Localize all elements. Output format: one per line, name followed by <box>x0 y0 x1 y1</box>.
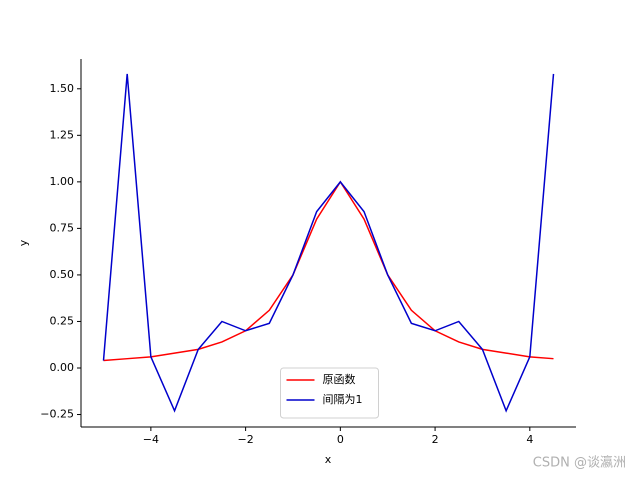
y-tick-label: −0.25 <box>40 408 74 421</box>
y-tick-label: 0.50 <box>50 268 75 281</box>
y-tick-label: 1.00 <box>50 175 75 188</box>
x-tick-label: −4 <box>143 433 159 446</box>
line-series <box>103 180 554 362</box>
watermark: CSDN @谈瀛洲 <box>533 455 626 471</box>
legend-label: 原函数 <box>323 373 356 386</box>
y-tick-label: 0.00 <box>50 361 75 374</box>
y-tick-label: 1.25 <box>50 128 75 141</box>
x-tick-label: −2 <box>237 433 253 446</box>
x-tick-label: 0 <box>337 433 344 446</box>
x-tick-label: 2 <box>432 433 439 446</box>
y-tick-label: 1.50 <box>50 82 75 95</box>
legend-label: 间隔为1 <box>323 393 363 406</box>
y-tick-label: 0.25 <box>50 314 75 327</box>
line-series <box>102 73 555 413</box>
x-tick-label: 4 <box>526 433 533 446</box>
y-tick-label: 0.75 <box>50 221 75 234</box>
y-axis-label: y <box>17 239 30 246</box>
x-axis-label: x <box>325 453 332 466</box>
